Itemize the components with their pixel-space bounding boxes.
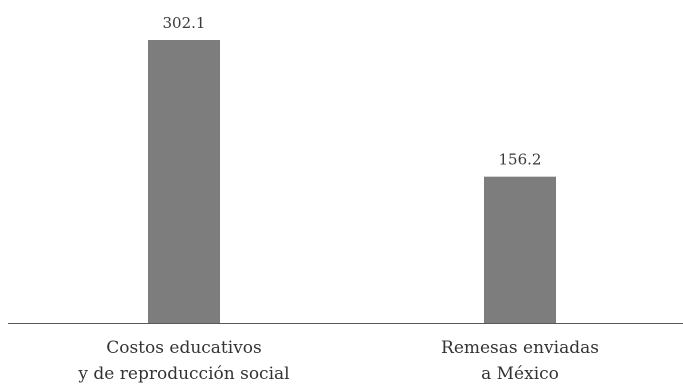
category-label-2-line-1: Remesas enviadas [441, 338, 599, 358]
category-label-1-line-1: Costos educativos [106, 338, 262, 358]
value-label-2: 156.2 [499, 151, 542, 169]
bar-2 [484, 176, 556, 323]
category-label-2-line-2: a México [481, 364, 559, 384]
value-labels-layer: 302.1 156.2 [163, 14, 542, 169]
value-label-1: 302.1 [163, 14, 206, 32]
category-labels-layer: Costos educativos y de reproducción socia… [77, 338, 599, 384]
category-label-1-line-2: y de reproducción social [77, 364, 289, 384]
bar-1 [148, 40, 220, 323]
bars-layer [148, 40, 556, 323]
